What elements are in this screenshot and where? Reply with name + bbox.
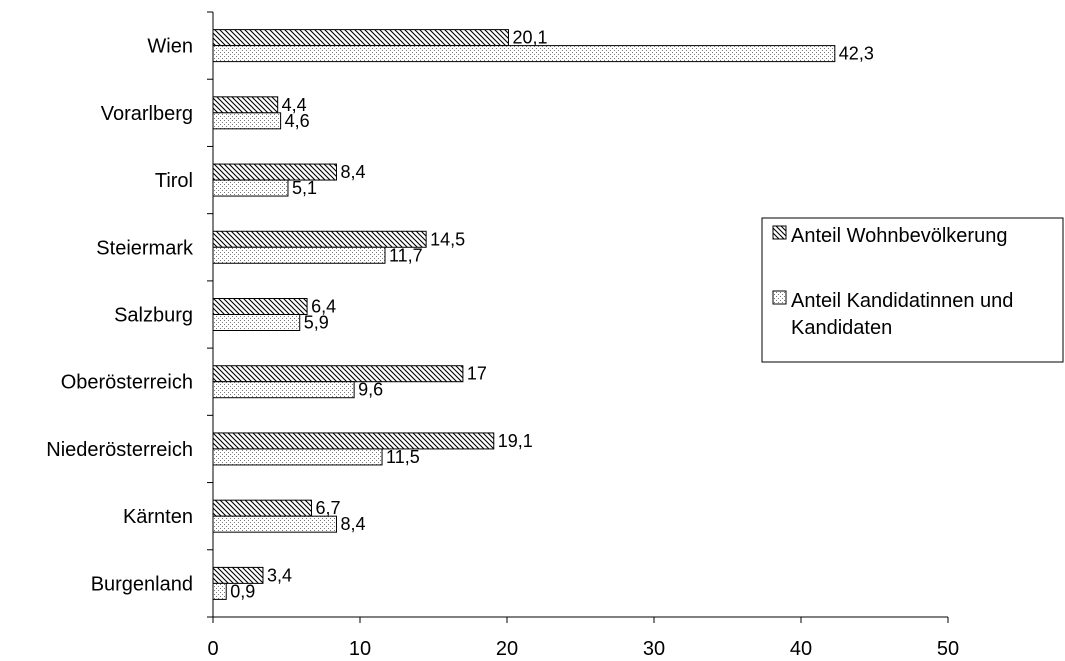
bar-wohnbevoelkerung (212, 298, 308, 315)
category-label: Steiermark (96, 237, 194, 259)
legend-label: Anteil Wohnbevölkerung (791, 225, 1007, 247)
data-label: 42,3 (839, 44, 874, 64)
data-label: 14,5 (430, 229, 465, 249)
data-label: 4,6 (285, 111, 310, 131)
category-label: Burgenland (91, 573, 193, 595)
bar-kandidaten (212, 381, 355, 399)
labels-layer: 20,1 42,3 Wien 4,44,6 Vorarlberg 8,4 5,1 Tirol 1… (46, 28, 959, 660)
bar-kandidaten (212, 314, 301, 331)
legend-label: Kandidaten (791, 317, 892, 339)
bar-kandidaten (212, 112, 282, 130)
legend-label: Anteil Kandidatinnen und (791, 290, 1013, 312)
bar-wohnbevoelkerung (212, 163, 337, 181)
data-label: 11,5 (386, 447, 420, 467)
bar-wohnbevoelkerung (212, 96, 279, 114)
legend-swatch (772, 225, 787, 240)
bar-kandidaten (212, 515, 337, 533)
bar-kandidaten (212, 179, 289, 197)
bar-wohnbevoelkerung (212, 499, 312, 517)
x-tick-label: 50 (937, 638, 959, 660)
bar-wohnbevoelkerung (212, 29, 509, 47)
category-label: Vorarlberg (101, 103, 193, 125)
axes-layer (207, 11, 949, 623)
data-label: 8,4 (340, 162, 365, 182)
data-label: 8,4 (340, 514, 365, 534)
data-label: 17 (467, 364, 487, 384)
x-tick-label: 0 (207, 638, 218, 660)
bar-kandidaten (212, 582, 227, 600)
data-label: 5,9 (304, 313, 329, 333)
category-label: Wien (147, 36, 193, 58)
data-label: 20,1 (512, 28, 547, 48)
legend-box (761, 217, 1064, 363)
legend-swatch (772, 290, 787, 305)
data-label: 6,7 (315, 498, 340, 518)
category-label: Tirol (155, 170, 193, 192)
category-label: Salzburg (114, 305, 193, 327)
bar-wohnbevoelkerung (212, 432, 495, 450)
x-tick-label: 30 (643, 638, 665, 660)
category-label: Kärnten (123, 506, 193, 528)
data-label: 6,4 (311, 297, 336, 317)
data-label: 19,1 (498, 431, 533, 451)
bar-wohnbevoelkerung (212, 365, 464, 383)
category-label: Niederösterreich (46, 439, 193, 461)
x-tick-label: 10 (349, 638, 371, 660)
data-label: 11,7 (389, 245, 423, 265)
x-tick-label: 20 (496, 638, 518, 660)
legend: Anteil Wohnbevölkerung Anteil Kandidatinn… (761, 217, 1064, 363)
data-label: 0,9 (230, 581, 255, 601)
data-label: 3,4 (267, 565, 292, 585)
data-label: 9,6 (358, 380, 383, 400)
data-label: 4,4 (282, 95, 307, 115)
data-label: 5,1 (292, 178, 317, 198)
category-label: Oberösterreich (61, 372, 193, 394)
bar-kandidaten (212, 246, 386, 264)
bar-kandidaten (212, 45, 836, 63)
bar-kandidaten (212, 448, 383, 466)
x-tick-label: 40 (790, 638, 812, 660)
